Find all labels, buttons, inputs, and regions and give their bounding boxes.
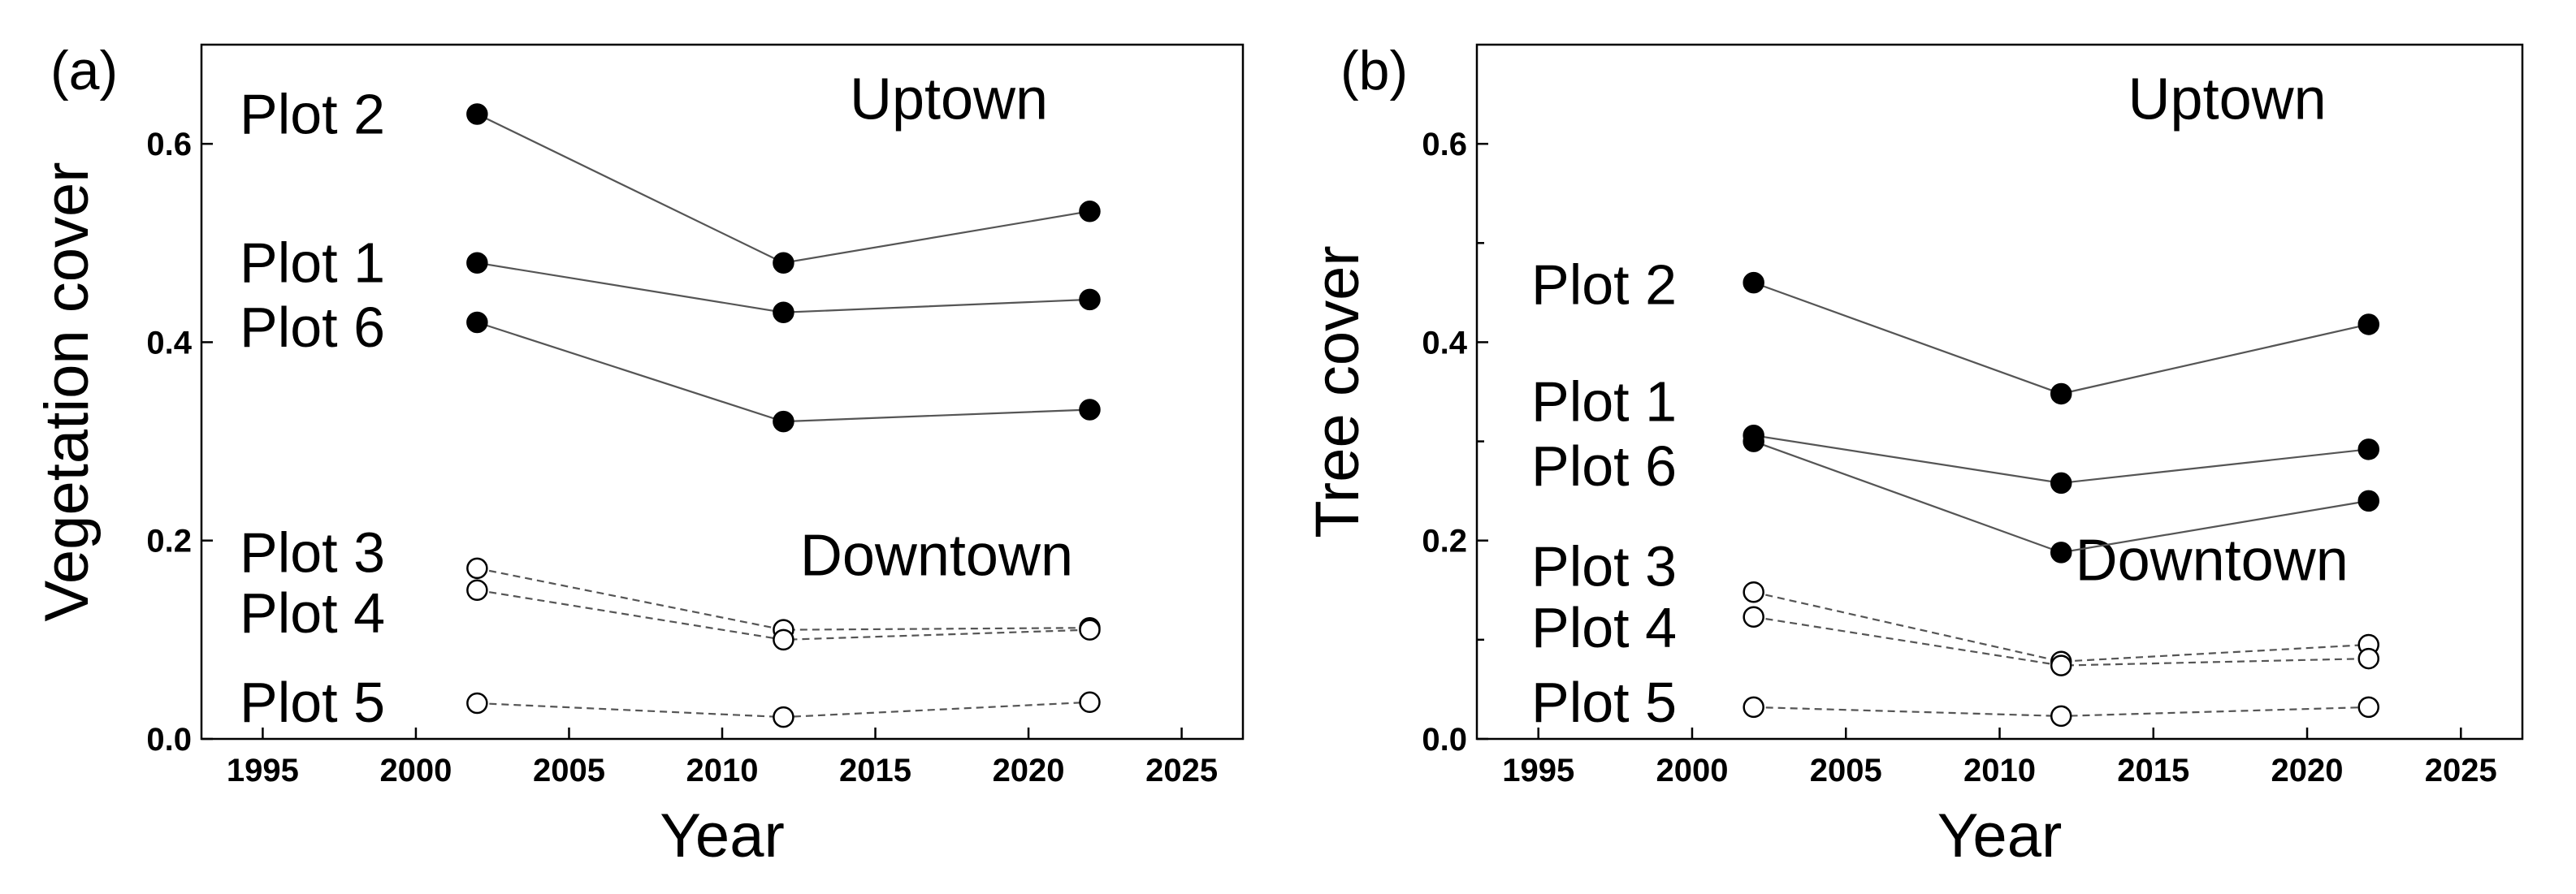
series-plot-3: Plot 3 <box>1531 534 2379 672</box>
data-point <box>2357 313 2379 335</box>
data-point <box>773 410 794 433</box>
y-tick-label: 0.2 <box>146 524 192 559</box>
data-point <box>1079 399 1101 421</box>
data-point <box>2357 647 2379 670</box>
data-point <box>773 252 794 274</box>
x-tick-label: 2005 <box>1810 753 1882 788</box>
chart-panel-a: 1995 2000 2005 2010 2015 2020 2025 0.0 0.2 0.4 0.6… <box>32 40 1245 870</box>
series-label: Plot 4 <box>240 581 385 645</box>
series-plot-2: Plot 2 <box>240 83 1101 274</box>
annotation-downtown: Downtown <box>2076 529 2349 594</box>
series-plot-5: Plot 5 <box>1531 671 2379 734</box>
series-label: Plot 5 <box>1531 671 1677 734</box>
series-line <box>477 567 1090 631</box>
x-axis-title: Year <box>1937 801 2063 870</box>
data-point <box>1079 288 1101 311</box>
y-tick-label: 0.2 <box>1422 524 1467 559</box>
series-plot-6: Plot 6 <box>240 296 1101 433</box>
data-point <box>466 557 488 580</box>
data-point <box>466 103 488 125</box>
x-tick-label: 2020 <box>2271 753 2344 788</box>
series-plot-5: Plot 5 <box>240 671 1101 734</box>
panel-label: (a) <box>50 40 118 101</box>
data-point <box>2357 696 2379 719</box>
data-point <box>773 628 794 651</box>
data-point <box>2050 382 2072 405</box>
panel-label: (b) <box>1340 40 1408 101</box>
series-label: Plot 2 <box>1531 253 1677 317</box>
series-line <box>1753 282 2369 395</box>
data-point <box>466 692 488 715</box>
data-point <box>2050 654 2072 676</box>
x-tick-label: 2005 <box>533 753 605 788</box>
x-tick-label: 2000 <box>1656 753 1728 788</box>
x-tick-label: 2025 <box>2425 753 2497 788</box>
x-tick-label: 2020 <box>993 753 1065 788</box>
data-point <box>466 252 488 274</box>
data-point <box>2357 490 2379 512</box>
x-tick-label: 1995 <box>1502 753 1574 788</box>
data-point <box>773 706 794 728</box>
data-point <box>773 301 794 324</box>
y-tick-label: 0.4 <box>1422 325 1467 361</box>
chart-panel-b: 1995 2000 2005 2010 2015 2020 2025 0.0 0.2 0.4 0.6… <box>1303 40 2524 870</box>
data-point <box>466 579 488 602</box>
data-point <box>1743 581 1764 603</box>
x-tick-label: 2000 <box>379 753 452 788</box>
x-tick-label: 2015 <box>839 753 911 788</box>
x-tick-label: 2015 <box>2117 753 2189 788</box>
y-axis-title: Tree cover <box>1303 245 1372 538</box>
series-label: Plot 3 <box>1531 534 1677 598</box>
series-label: Plot 1 <box>240 231 385 295</box>
series-label: Plot 5 <box>240 671 385 734</box>
x-tick-label: 2010 <box>1963 753 2036 788</box>
x-tick-label: 1995 <box>227 753 299 788</box>
annotation-uptown: Uptown <box>850 67 1048 132</box>
series-plot-4: Plot 4 <box>240 579 1101 651</box>
data-point <box>1743 271 1764 294</box>
x-axis-title: Year <box>660 801 785 870</box>
series-label: Plot 4 <box>1531 596 1677 659</box>
series-label: Plot 2 <box>240 83 385 146</box>
data-point <box>1079 200 1101 222</box>
series-plot-4: Plot 4 <box>1531 596 2379 676</box>
annotation-uptown: Uptown <box>2128 67 2327 132</box>
y-tick-label: 0.4 <box>146 325 192 361</box>
series-plot-6: Plot 6 <box>1531 430 2379 564</box>
series-line <box>477 321 1090 423</box>
data-point <box>2357 438 2379 460</box>
y-tick-label: 0.0 <box>146 722 192 758</box>
annotation-downtown: Downtown <box>800 523 1073 588</box>
data-point <box>1079 619 1101 641</box>
series-label: Plot 6 <box>1531 434 1677 498</box>
series-label: Plot 1 <box>1531 370 1677 434</box>
data-point <box>1743 430 1764 452</box>
data-point <box>1743 606 1764 628</box>
data-point <box>2050 472 2072 495</box>
data-point <box>466 311 488 334</box>
series-line <box>476 113 1090 264</box>
y-tick-label: 0.6 <box>1422 127 1467 162</box>
x-tick-label: 2010 <box>686 753 759 788</box>
series-label: Plot 6 <box>240 296 385 359</box>
data-point <box>1743 696 1764 719</box>
series-plot-2: Plot 2 <box>1531 253 2379 405</box>
data-point <box>1079 691 1101 714</box>
series-plot-1: Plot 1 <box>240 231 1101 324</box>
data-point <box>2050 542 2072 564</box>
x-tick-label: 2025 <box>1145 753 1218 788</box>
y-tick-label: 0.6 <box>146 127 192 162</box>
y-axis-title: Vegetation cover <box>32 162 102 621</box>
y-tick-label: 0.0 <box>1422 722 1467 758</box>
series-label: Plot 3 <box>240 520 385 584</box>
data-point <box>2050 705 2072 728</box>
